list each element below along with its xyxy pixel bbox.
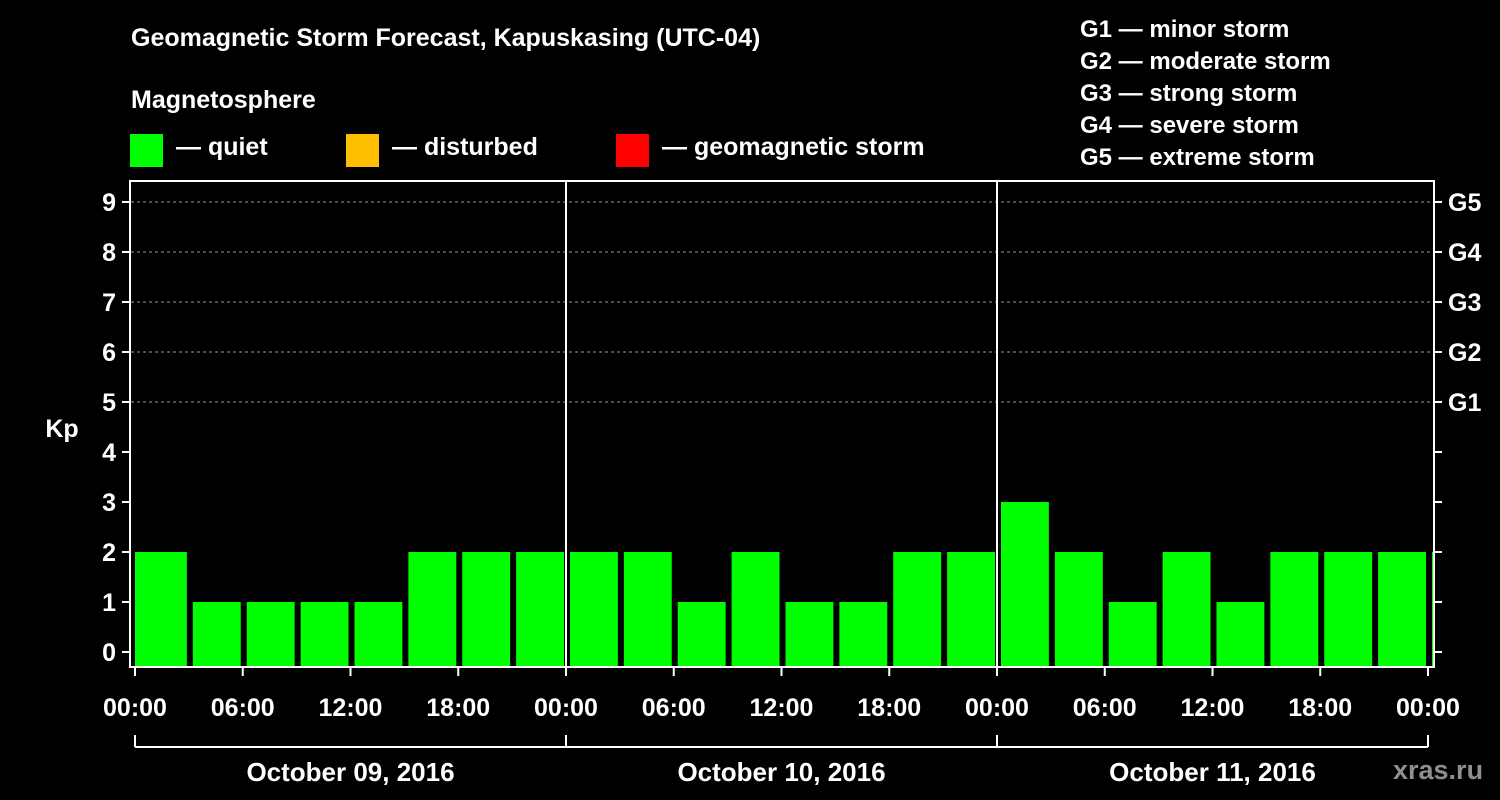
g-level-label: G4 <box>1448 239 1481 267</box>
y-tick-label: 6 <box>102 339 116 367</box>
g-level-label: G1 <box>1448 389 1481 417</box>
storm-scale-g3: G3 — strong storm <box>1080 80 1298 107</box>
x-tick-label: 06:00 <box>642 694 706 722</box>
y-tick-label: 0 <box>102 639 116 667</box>
kp-bar <box>1054 552 1103 666</box>
g-level-label: G3 <box>1448 289 1481 317</box>
y-tick-label: 2 <box>102 539 116 567</box>
kp-bar <box>1270 552 1319 666</box>
storm-scale-g5: G5 — extreme storm <box>1080 144 1315 171</box>
x-tick-label: 18:00 <box>857 694 921 722</box>
x-tick-label: 12:00 <box>319 694 383 722</box>
kp-bar <box>408 552 457 666</box>
kp-bar <box>1001 502 1049 666</box>
kp-bar <box>893 552 942 666</box>
g-level-label: G5 <box>1448 189 1481 217</box>
y-tick-label: 3 <box>102 489 116 517</box>
storm-scale-g4: G4 — severe storm <box>1080 112 1299 139</box>
date-label: October 11, 2016 <box>1109 757 1316 787</box>
kp-bar <box>623 552 672 666</box>
kp-bar <box>1216 602 1265 666</box>
kp-bar <box>677 602 726 666</box>
storm-scale-g2: G2 — moderate storm <box>1080 48 1331 75</box>
x-tick-label: 00:00 <box>534 694 598 722</box>
x-tick-label: 06:00 <box>211 694 275 722</box>
legend-label-quiet: — quiet <box>176 133 268 161</box>
legend-swatch-quiet <box>130 134 163 167</box>
kp-bar <box>1324 552 1373 666</box>
y-tick-label: 1 <box>102 589 116 617</box>
x-tick-label: 00:00 <box>103 694 167 722</box>
legend-label-disturbed: — disturbed <box>392 133 538 161</box>
y-tick-label: 8 <box>102 239 116 267</box>
kp-bar <box>300 602 349 666</box>
legend-swatch-storm <box>616 134 649 167</box>
kp-bar <box>731 552 780 666</box>
plot-frame <box>129 180 1435 668</box>
storm-scale-g1: G1 — minor storm <box>1080 16 1290 43</box>
kp-bar <box>246 602 295 666</box>
x-tick-label: 12:00 <box>750 694 814 722</box>
legend-label-storm: — geomagnetic storm <box>662 133 925 161</box>
x-tick-label: 18:00 <box>426 694 490 722</box>
y-tick-label: 7 <box>102 289 116 317</box>
kp-bar <box>947 552 995 666</box>
date-label: October 09, 2016 <box>246 757 454 787</box>
watermark: xras.ru <box>1393 755 1484 785</box>
kp-bar <box>135 552 187 666</box>
y-axis-label: Kp <box>45 415 78 443</box>
kp-bar <box>1162 552 1211 666</box>
kp-bar <box>1108 602 1157 666</box>
y-tick-label: 9 <box>102 189 116 217</box>
chart-title: Geomagnetic Storm Forecast, Kapuskasing … <box>131 24 761 52</box>
g-level-label: G2 <box>1448 339 1481 367</box>
y-tick-label: 4 <box>102 439 116 467</box>
legend-swatch-disturbed <box>346 134 379 167</box>
kp-bar <box>462 552 511 666</box>
x-tick-label: 00:00 <box>965 694 1029 722</box>
x-tick-label: 12:00 <box>1181 694 1245 722</box>
date-label: October 10, 2016 <box>677 757 885 787</box>
kp-bar <box>839 602 888 666</box>
storm-scale-legend: G1 — minor storm G2 — moderate storm G3 … <box>1080 14 1331 174</box>
kp-bar <box>1432 552 1433 666</box>
magnetosphere-label: Magnetosphere <box>131 86 316 114</box>
kp-bar <box>516 552 564 666</box>
kp-bar <box>785 602 834 666</box>
kp-bar <box>1378 552 1426 666</box>
kp-bar <box>192 602 241 666</box>
x-tick-label: 06:00 <box>1073 694 1137 722</box>
y-tick-label: 5 <box>102 389 116 417</box>
x-tick-label: 00:00 <box>1396 694 1460 722</box>
kp-bar <box>354 602 403 666</box>
x-tick-label: 18:00 <box>1288 694 1352 722</box>
kp-bar <box>570 552 618 666</box>
